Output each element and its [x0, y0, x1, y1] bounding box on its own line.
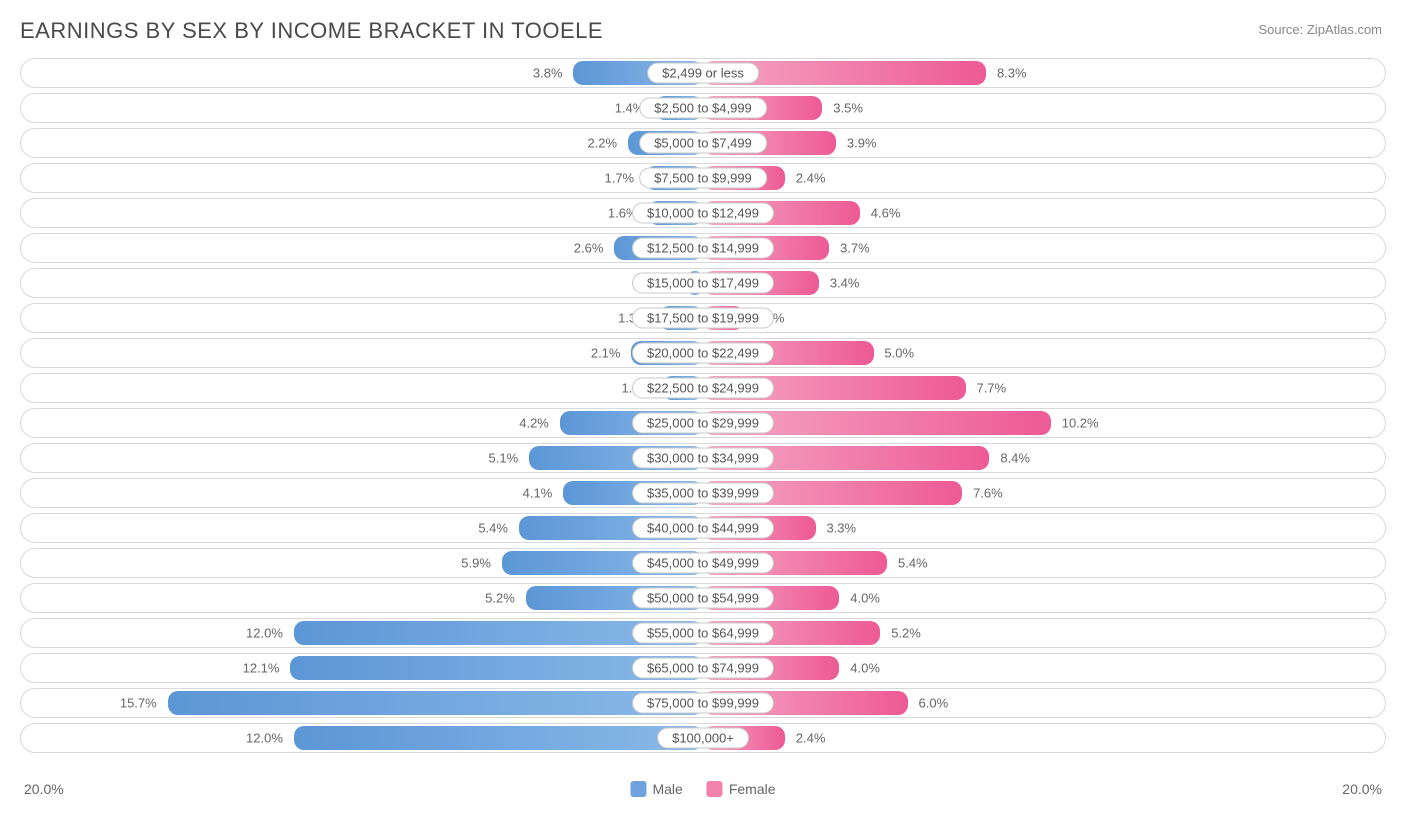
category-label: $30,000 to $34,999: [632, 448, 774, 469]
chart-row: 1.7% 2.4% $7,500 to $9,999: [20, 163, 1386, 193]
chart-row: 5.9% 5.4% $45,000 to $49,999: [20, 548, 1386, 578]
female-value-label: 4.0%: [850, 661, 880, 676]
axis-right-label: 20.0%: [1342, 781, 1382, 797]
female-value-label: 8.4%: [1000, 451, 1030, 466]
female-value-label: 3.3%: [826, 521, 856, 536]
male-bar: [168, 691, 703, 715]
category-label: $20,000 to $22,499: [632, 343, 774, 364]
chart-row: 5.2% 4.0% $50,000 to $54,999: [20, 583, 1386, 613]
chart-row: 4.2% 10.2% $25,000 to $29,999: [20, 408, 1386, 438]
chart-row: 1.2%7.7%$22,500 to $24,999: [20, 373, 1386, 403]
category-label: $25,000 to $29,999: [632, 413, 774, 434]
category-label: $40,000 to $44,999: [632, 518, 774, 539]
female-value-label: 3.5%: [833, 101, 863, 116]
male-value-label: 5.4%: [478, 521, 508, 536]
female-value-label: 3.7%: [840, 241, 870, 256]
category-label: $50,000 to $54,999: [632, 588, 774, 609]
chart-title: EARNINGS BY SEX BY INCOME BRACKET IN TOO…: [20, 18, 1386, 44]
male-value-label: 5.9%: [461, 556, 491, 571]
category-label: $65,000 to $74,999: [632, 658, 774, 679]
chart-row: 0.48%3.4%$15,000 to $17,499: [20, 268, 1386, 298]
male-value-label: 2.1%: [591, 346, 621, 361]
category-label: $7,500 to $9,999: [639, 168, 767, 189]
chart-row: 12.1% 4.0% $65,000 to $74,999: [20, 653, 1386, 683]
chart-row: 12.0% 2.4% $100,000+: [20, 723, 1386, 753]
female-value-label: 5.4%: [898, 556, 928, 571]
category-label: $10,000 to $12,499: [632, 203, 774, 224]
female-value-label: 4.0%: [850, 591, 880, 606]
male-value-label: 12.1%: [243, 661, 280, 676]
chart-row: 5.1% 8.4% $30,000 to $34,999: [20, 443, 1386, 473]
category-label: $75,000 to $99,999: [632, 693, 774, 714]
category-label: $15,000 to $17,499: [632, 273, 774, 294]
male-value-label: 2.6%: [574, 241, 604, 256]
female-value-label: 6.0%: [919, 696, 949, 711]
chart-row: 2.2% 3.9% $5,000 to $7,499: [20, 128, 1386, 158]
female-value-label: 2.4%: [796, 731, 826, 746]
female-value-label: 8.3%: [997, 66, 1027, 81]
female-value-label: 7.6%: [973, 486, 1003, 501]
chart-row: 2.1% 5.0% $20,000 to $22,499: [20, 338, 1386, 368]
category-label: $55,000 to $64,999: [632, 623, 774, 644]
female-value-label: 3.9%: [847, 136, 877, 151]
chart-row: 3.8% 8.3% $2,499 or less: [20, 58, 1386, 88]
male-value-label: 12.0%: [246, 626, 283, 641]
male-value-label: 4.2%: [519, 416, 549, 431]
legend-male-label: Male: [652, 781, 682, 797]
female-value-label: 2.4%: [796, 171, 826, 186]
chart-row: 1.3%1.2%$17,500 to $19,999: [20, 303, 1386, 333]
chart-row: 4.1% 7.6% $35,000 to $39,999: [20, 478, 1386, 508]
female-value-label: 4.6%: [871, 206, 901, 221]
male-value-label: 4.1%: [523, 486, 553, 501]
female-value-label: 10.2%: [1062, 416, 1099, 431]
female-value-label: 3.4%: [830, 276, 860, 291]
chart-row: 15.7% 6.0% $75,000 to $99,999: [20, 688, 1386, 718]
male-value-label: 12.0%: [246, 731, 283, 746]
female-swatch-icon: [707, 781, 723, 797]
chart-row: 2.6% 3.7% $12,500 to $14,999: [20, 233, 1386, 263]
category-label: $12,500 to $14,999: [632, 238, 774, 259]
male-value-label: 3.8%: [533, 66, 563, 81]
male-value-label: 2.2%: [587, 136, 617, 151]
category-label: $2,500 to $4,999: [639, 98, 767, 119]
category-label: $5,000 to $7,499: [639, 133, 767, 154]
chart-row: 5.4% 3.3% $40,000 to $44,999: [20, 513, 1386, 543]
chart-area: 3.8%8.3%$2,499 or less1.4%3.5%$2,500 to …: [20, 58, 1386, 761]
male-value-label: 5.2%: [485, 591, 515, 606]
male-value-label: 5.1%: [489, 451, 519, 466]
female-value-label: 5.2%: [891, 626, 921, 641]
male-value-label: 15.7%: [120, 696, 157, 711]
legend-item-female: Female: [707, 781, 776, 797]
chart-row: 1.4%3.5%$2,500 to $4,999: [20, 93, 1386, 123]
source-attribution: Source: ZipAtlas.com: [1258, 22, 1382, 37]
category-label: $2,499 or less: [647, 63, 759, 84]
category-label: $22,500 to $24,999: [632, 378, 774, 399]
male-bar: [294, 726, 703, 750]
female-value-label: 7.7%: [976, 381, 1006, 396]
female-value-label: 5.0%: [884, 346, 914, 361]
legend-female-label: Female: [729, 781, 776, 797]
male-value-label: 1.7%: [604, 171, 634, 186]
male-swatch-icon: [630, 781, 646, 797]
chart-row: 12.0% 5.2% $55,000 to $64,999: [20, 618, 1386, 648]
legend-item-male: Male: [630, 781, 682, 797]
axis-left-label: 20.0%: [24, 781, 64, 797]
chart-row: 1.6%4.6%$10,000 to $12,499: [20, 198, 1386, 228]
category-label: $35,000 to $39,999: [632, 483, 774, 504]
category-label: $45,000 to $49,999: [632, 553, 774, 574]
category-label: $100,000+: [657, 728, 749, 749]
category-label: $17,500 to $19,999: [632, 308, 774, 329]
legend: Male Female: [630, 781, 775, 797]
